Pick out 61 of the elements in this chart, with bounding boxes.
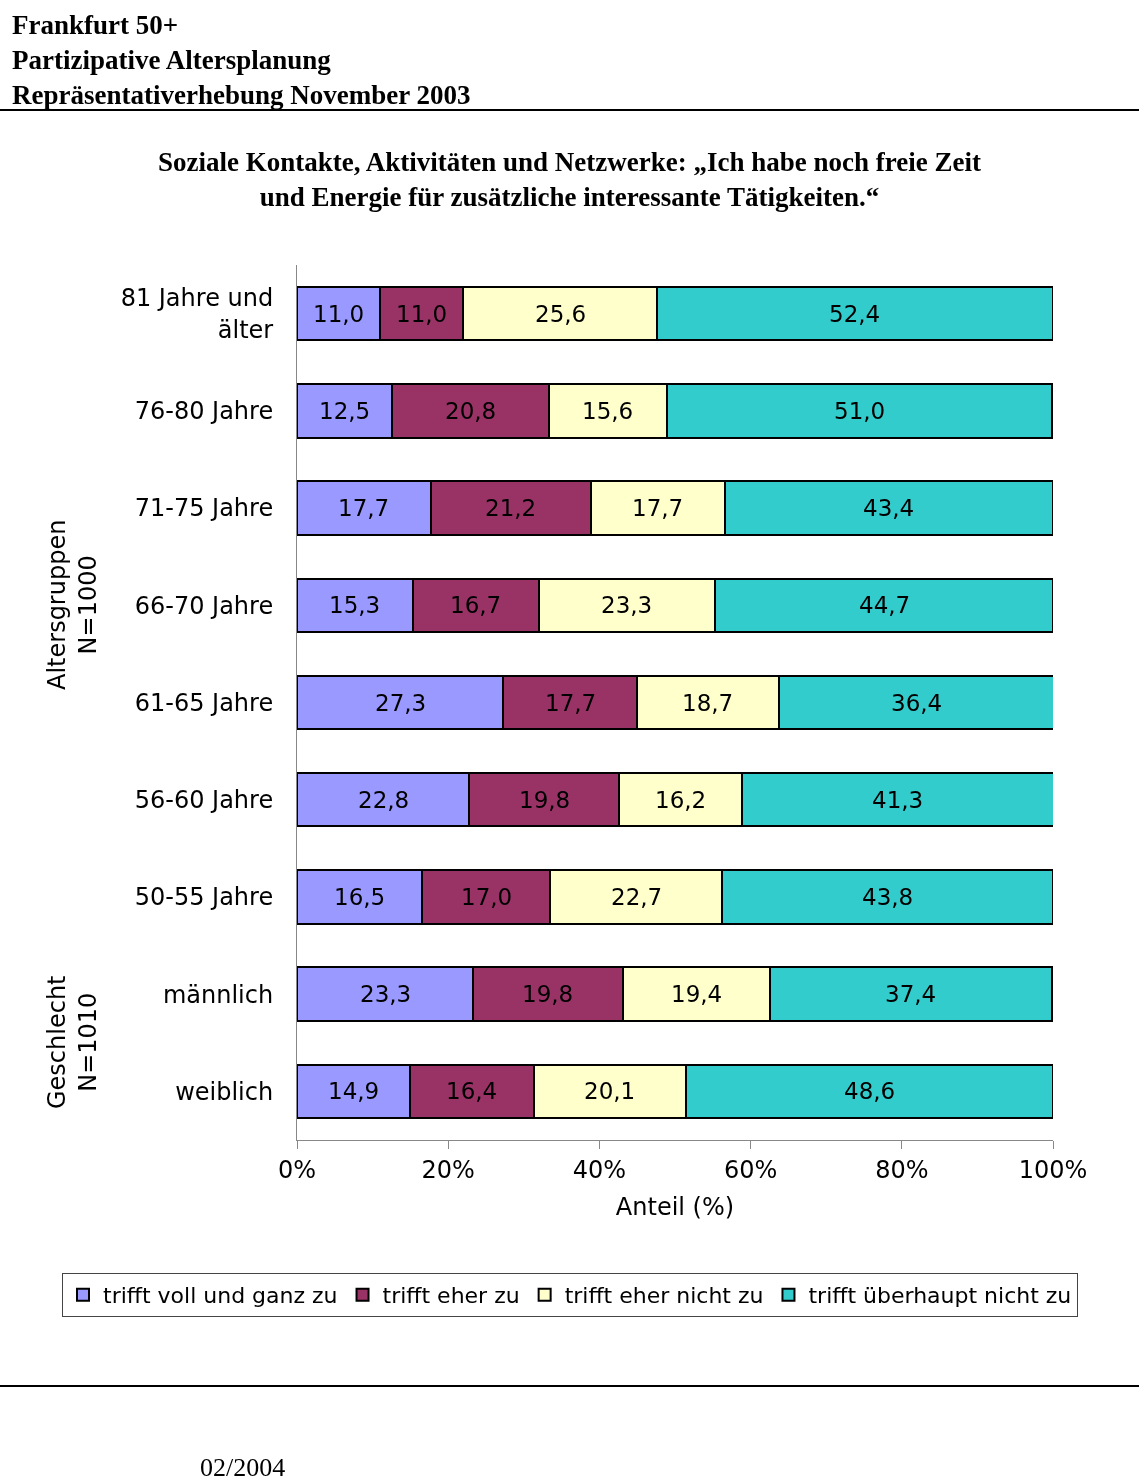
data-label: 44,7 bbox=[859, 592, 911, 618]
y-tick-label: weiblich bbox=[175, 1077, 274, 1106]
data-label: 14,9 bbox=[328, 1078, 380, 1104]
data-label: 15,6 bbox=[582, 398, 634, 424]
text: Altersgruppen N=1000 bbox=[43, 519, 103, 690]
y-tick-label: männlich bbox=[162, 980, 274, 1009]
data-label: 51,0 bbox=[834, 398, 886, 424]
data-label: 43,4 bbox=[863, 495, 915, 521]
x-tick-label: 60% bbox=[723, 1155, 778, 1184]
data-label: 21,2 bbox=[485, 495, 537, 521]
data-label: 16,7 bbox=[450, 592, 502, 618]
data-label: 19,4 bbox=[671, 981, 723, 1007]
data-label: 19,8 bbox=[519, 787, 571, 813]
data-label: 17,7 bbox=[338, 495, 390, 521]
data-label: 36,4 bbox=[891, 690, 943, 716]
x-tick-label: 100% bbox=[1018, 1155, 1088, 1184]
y-tick-label: 81 Jahre und älter bbox=[120, 284, 274, 344]
data-label: 37,4 bbox=[885, 981, 937, 1007]
y-tick-label: 76-80 Jahre bbox=[134, 397, 274, 426]
data-label: 11,0 bbox=[396, 301, 448, 327]
data-label: 48,6 bbox=[844, 1078, 896, 1104]
data-label: 27,3 bbox=[375, 690, 427, 716]
x-tick-label: 0% bbox=[277, 1155, 317, 1184]
chart-subtitle: Soziale Kontakte, Aktivitäten und Netzwerke: „Ich habe noch freie Zeit und Energie für zusätzliche interessante Tätigkeiten.“ bbox=[158, 147, 981, 213]
data-label: 20,1 bbox=[584, 1078, 636, 1104]
data-label: 25,6 bbox=[535, 301, 587, 327]
x-tick-label: 20% bbox=[421, 1155, 475, 1184]
data-label: 17,7 bbox=[632, 495, 684, 521]
y-tick-label: 71-75 Jahre bbox=[134, 494, 274, 523]
x-tick-label: 40% bbox=[572, 1155, 627, 1184]
data-label: 17,7 bbox=[545, 690, 597, 716]
y-tick-label: 50-55 Jahre bbox=[134, 883, 274, 912]
data-label: 15,3 bbox=[329, 592, 381, 618]
x-tick-label: 80% bbox=[875, 1155, 929, 1184]
y-tick-label: 61-65 Jahre bbox=[134, 688, 274, 717]
text: 02/2004 bbox=[200, 1453, 286, 1482]
data-label: 16,5 bbox=[334, 884, 386, 910]
data-label: 20,8 bbox=[445, 398, 497, 424]
data-label: 41,3 bbox=[872, 787, 924, 813]
data-label: 12,5 bbox=[319, 398, 371, 424]
x-axis-title: Anteil (%) bbox=[615, 1193, 735, 1222]
chart-title: Frankfurt 50+ Partizipative Altersplanung Repräsentativerhebung November 2003 bbox=[12, 10, 471, 111]
data-label: 18,7 bbox=[682, 690, 734, 716]
data-label: 11,0 bbox=[313, 301, 365, 327]
legend-label: trifft eher nicht zu bbox=[564, 1283, 764, 1309]
legend-label: trifft eher zu bbox=[382, 1283, 520, 1309]
data-label: 52,4 bbox=[829, 301, 881, 327]
legend-label: trifft überhaupt nicht zu bbox=[808, 1283, 1072, 1309]
y-tick-label: 66-70 Jahre bbox=[134, 591, 274, 620]
y-tick-label: 56-60 Jahre bbox=[134, 786, 274, 815]
data-label: 16,2 bbox=[655, 787, 707, 813]
legend-label: trifft voll und ganz zu bbox=[103, 1283, 338, 1309]
text: Geschlecht N=1010 bbox=[43, 975, 103, 1109]
data-label: 17,0 bbox=[461, 884, 513, 910]
data-label: 23,3 bbox=[360, 981, 412, 1007]
data-label: 23,3 bbox=[601, 592, 653, 618]
data-label: 22,8 bbox=[358, 787, 410, 813]
data-label: 16,4 bbox=[446, 1078, 498, 1104]
data-label: 22,7 bbox=[611, 884, 663, 910]
data-label: 19,8 bbox=[522, 981, 574, 1007]
data-label: 43,8 bbox=[862, 884, 914, 910]
